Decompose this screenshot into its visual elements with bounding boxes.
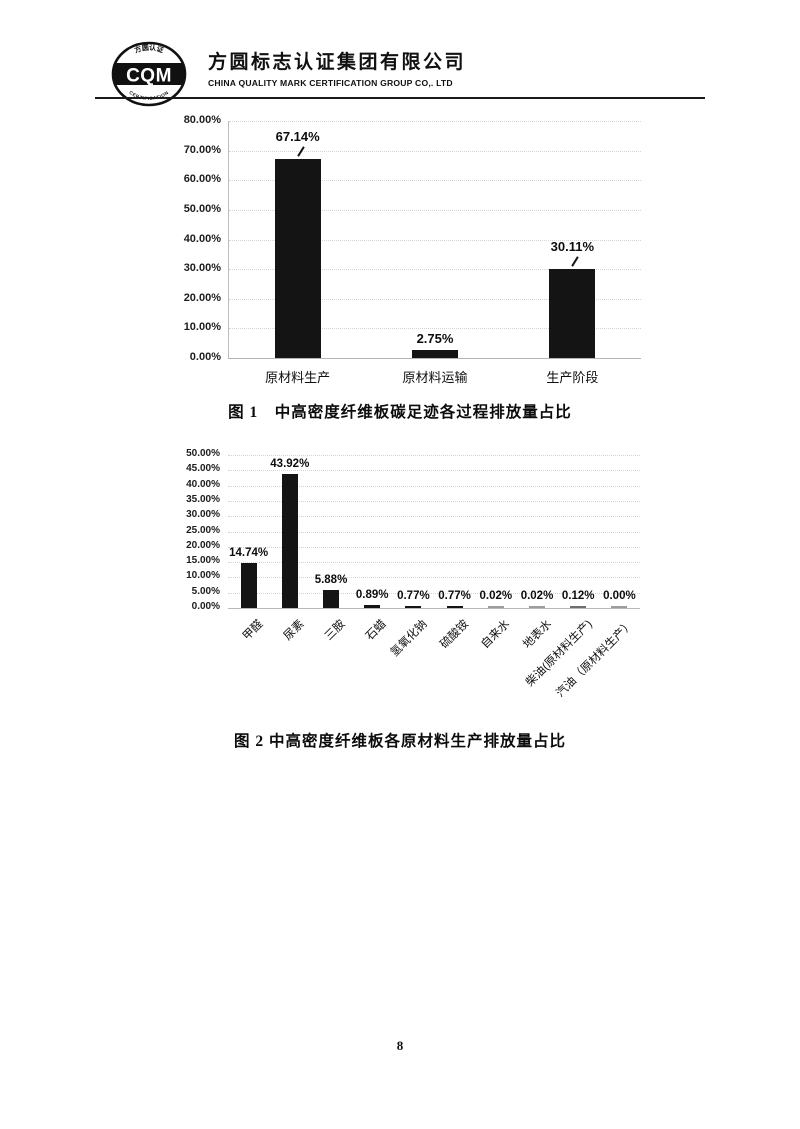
x-axis-category-label: 尿素 [281,618,307,643]
x-axis-category-label: 地表水 [520,618,554,652]
y-axis-tick-label: 30.00% [183,262,221,275]
bar [412,349,458,358]
x-axis-category-label: 自来水 [479,618,513,652]
cqm-seal-icon: CQM 方圆认证 CERTIFICATION [111,41,187,107]
y-gridline [228,500,640,502]
y-axis-tick-label: 40.00% [183,232,221,245]
bar-value-label: 0.00% [603,590,636,602]
bar [274,159,321,358]
y-gridline [228,546,640,548]
y-gridline [228,531,640,533]
y-gridline [228,485,640,487]
y-axis-tick-label: 20.00% [183,291,221,304]
bar-value-label: 0.89% [355,589,389,602]
bar [570,606,587,608]
bar-value-label: 5.88% [314,574,348,587]
y-axis-tick-label: 20.00% [186,539,220,551]
x-axis-category-label: 三胺 [322,618,348,643]
y-gridline [228,562,640,564]
y-axis-tick-label: 35.00% [186,493,220,505]
y-axis-tick-label: 0.00% [191,601,220,612]
y-axis-tick-label: 0.00% [189,351,221,363]
svg-text:CERTIFICATION: CERTIFICATION [128,90,169,101]
bar-value-label: 0.77% [438,589,471,602]
bar [281,473,298,608]
page-number: 8 [396,1038,404,1053]
y-gridline [229,328,641,330]
bar [446,605,463,608]
y-gridline [229,121,641,122]
y-gridline [229,298,641,300]
y-axis-tick-label: 10.00% [183,321,221,334]
y-gridline [228,516,640,518]
figure2-caption: 图 2 中高密度纤维板各原材料生产排放量占比 [233,733,566,750]
y-gridline [229,269,641,271]
logo-abbr: CQM [126,66,172,87]
x-axis-category-label: 原材料运输 [402,370,468,385]
y-gridline [229,239,641,241]
y-axis-tick-label: 25.00% [186,524,220,536]
x-axis-category-label: 硫酸铵 [438,618,472,652]
figure2-plot-area: 0.00% 5.00% 10.00% 15.00% 20.00% 25.00% 30.00%… [186,448,640,700]
bar-value-label: 43.92% [270,457,310,470]
y-axis-tick-label: 15.00% [186,555,220,567]
y-axis-tick-label: 45.00% [186,463,220,475]
y-axis-tick-label: 70.00% [183,143,221,156]
y-axis-tick-label: 40.00% [186,478,220,490]
bar [240,562,257,608]
company-name-english: CHINA QUALITY MARK CERTIFICATION GROUP C… [208,78,453,88]
company-name-block: 方圆标志认证集团有限公司 CHINA QUALITY MARK CERTIFIC… [208,47,466,88]
y-axis-tick-label: 10.00% [186,570,220,582]
bar-value-label: 30.11% [550,238,595,254]
company-name-chinese: 方圆标志认证集团有限公司 [208,52,467,73]
y-gridline [228,455,640,456]
y-axis-tick-label: 80.00% [183,114,221,126]
bar-value-label: 0.02% [479,590,513,602]
y-gridline [229,209,641,211]
bar [487,606,504,608]
bar-value-label: 14.74% [229,546,269,559]
figure1-plot-area: 0.00% 10.00% 20.00% 30.00% 40.00% 50.00% 60.00… [184,114,641,385]
bar [364,605,381,608]
y-axis-tick-label: 5.00% [191,585,220,597]
y-gridline [229,180,641,182]
y-gridline [228,470,640,472]
x-axis-category-label: 甲醛 [240,618,266,643]
x-axis-category-label: 生产阶段 [546,370,599,385]
header-divider-line [95,97,705,99]
bar-value-label: 0.12% [561,590,595,602]
y-axis-tick-label: 60.00% [183,173,221,186]
y-axis-tick-label: 30.00% [186,509,220,521]
figure1-y-axis: 0.00% 10.00% 20.00% 30.00% 40.00% 50.00% 60.00… [135,114,221,363]
bar [405,605,422,608]
bar-value-label: 0.77% [397,589,430,602]
x-axis-category-label: 氢氧化钠 [389,618,431,660]
bar-value-label: 2.75% [416,330,454,346]
x-axis-category-label: 原材料生产 [265,370,331,385]
figure1-caption: 图 1 中高密度纤维板碳足迹各过程排放量占比 [228,404,572,421]
figure2-y-axis: 0.00% 5.00% 10.00% 15.00% 20.00% 25.00% 30.00%… [134,448,220,612]
bar [529,606,545,608]
bar [611,606,628,608]
y-gridline [228,592,640,594]
x-axis-category-label: 汽油（原材料生产） [554,618,637,700]
x-axis-category-label: 石蜡 [364,618,389,643]
label-leader-line [571,256,580,267]
logo-bottom-arc-text: CERTIFICATION [128,90,169,101]
bar [323,590,339,608]
y-axis-tick-label: 50.00% [183,202,221,215]
y-axis-tick-label: 50.00% [186,448,220,459]
y-gridline [229,150,641,152]
y-gridline [228,577,640,579]
bar-value-label: 0.02% [520,590,554,602]
bar-value-label: 67.14% [275,129,320,145]
bar [549,268,596,358]
